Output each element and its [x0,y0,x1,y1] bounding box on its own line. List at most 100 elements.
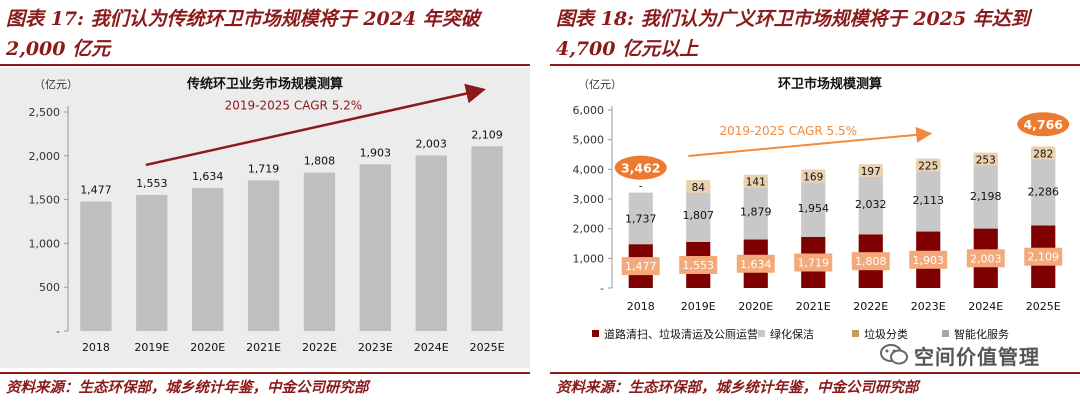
segment-label-box [1031,146,1056,160]
figure-18-title: 图表 18: 我们认为广义环卫市场规模将于 2025 年达到 4,700 亿元以… [556,8,1030,60]
bar-value-label: 2,109 [471,128,503,141]
y-tick-label: 2,000 [573,223,605,236]
segment-value-label: 1,954 [798,202,830,215]
segment-value-label: 1,737 [625,212,657,225]
segment-value-label: 197 [861,166,881,178]
title-divider [0,64,530,66]
segment-value-label: 225 [918,161,938,173]
total-callout-bubble [614,155,667,180]
legend-label: 智能化服务 [954,327,1009,341]
x-tick-label: 2020E [738,300,773,313]
segment-label-box [794,253,833,272]
legend-swatch [592,330,599,337]
segment-label-box [966,249,1005,268]
bar-value-label: 1,903 [360,146,392,159]
stack-segment-2019E-series1 [686,188,711,242]
x-tick-label: 2018 [82,341,110,354]
bar-2022E [303,172,336,331]
cagr-arrow [145,83,486,167]
y-tick-label: - [600,282,604,295]
segment-label-box [916,158,941,172]
stack-segment-2025E-series1 [1031,157,1056,226]
figure-18-panel: 图表 18: 我们认为广义环卫市场规模将于 2025 年达到 4,700 亿元以… [550,0,1080,405]
total-callout-label: 4,766 [1023,117,1063,132]
y-tick-label: 2,000 [29,150,61,163]
segment-value-label: 1,807 [683,209,715,222]
legend-swatch [852,330,859,337]
wechat-watermark: 空间价值管理 [880,341,1040,370]
x-tick-label: 2021E [796,300,831,313]
bar-value-label: 1,477 [80,184,112,197]
segment-label-box [686,180,711,194]
y-tick-label: 1,500 [29,194,61,207]
chart-title: 传统环卫业务市场规模测算 [186,76,343,92]
y-tick-label: 1,000 [573,252,605,265]
bar-2024E [415,155,447,331]
segment-label-box [909,250,948,269]
segment-label-box [621,257,660,276]
cagr-annotation: 2019-2025 CAGR 5.2% [225,99,363,113]
segment-label-box [801,169,826,183]
segment-label-box [1024,247,1063,266]
x-tick-label: 2023E [911,300,946,313]
x-tick-label: 2019E [681,300,716,313]
stack-segment-2022E-series1 [858,174,883,235]
bar-value-label: 2,003 [415,138,447,151]
total-callout-label: 3,462 [621,161,661,176]
segment-value-label: 1,879 [740,206,772,219]
segment-value-label: 84 [692,182,706,194]
y-axis-unit-label: （亿元） [578,78,622,91]
segment-value-label: 1,553 [683,259,715,272]
stack-segment-2018-series1 [628,192,653,245]
x-tick-label: 2018 [627,300,655,313]
x-tick-label: 2025E [1026,300,1061,313]
segment-label-box [851,252,890,271]
y-tick-label: 3,000 [573,193,605,206]
legend-label: 绿化保洁 [770,327,814,341]
source-divider [550,372,1080,374]
source-note: 资料来源：生态环保部，城乡统计年鉴，中金公司研究部 [556,379,919,396]
segment-value-label: 169 [803,172,823,184]
y-tick-label: 1,000 [29,237,61,250]
title-divider [550,64,1080,66]
segment-label-box [736,254,775,273]
legend-swatch [942,330,949,337]
legend-label: 道路清扫、垃圾清运及公厕运营 [604,327,758,341]
y-tick-label: - [56,325,60,338]
segment-value-label: 1,477 [625,260,657,273]
segment-label-box [973,152,998,166]
x-tick-label: 2024E [414,341,449,354]
wechat-icon [880,344,908,365]
segment-label-box [679,255,718,274]
stack-segment-2020E-series1 [743,183,768,240]
legend-swatch [758,330,765,337]
segment-value-label: - [639,181,643,193]
bar-value-label: 1,553 [136,177,168,190]
segment-value-label: 253 [976,155,996,167]
traditional-sanitation-bar-chart: 传统环卫业务市场规模测算 （亿元） - 500 1,000 1,500 2,000 2,500… [29,76,505,354]
segment-value-label: 2,113 [913,194,945,207]
source-divider [0,372,530,374]
source-note: 资料来源：生态环保部，城乡统计年鉴，中金公司研究部 [6,379,369,396]
stack-segment-2021E-series1 [801,179,826,238]
segment-label-box [858,164,883,178]
segment-value-label: 2,032 [855,198,887,211]
y-tick-label: 5,000 [573,134,605,147]
x-tick-label: 2025E [470,341,505,354]
figure-17-title: 图表 17: 我们认为传统环卫市场规模将于 2024 年突破 2,000 亿元 [6,8,480,60]
watermark-text: 空间价值管理 [914,345,1040,369]
segment-value-label: 141 [746,177,766,189]
x-tick-label: 2022E [853,300,888,313]
bar-2019E [136,194,168,331]
cagr-annotation: 2019-2025 CAGR 5.5% [719,124,857,138]
x-tick-label: 2023E [358,341,393,354]
segment-value-label: 2,286 [1028,186,1060,199]
stack-segment-2024E-series1 [973,163,998,229]
legend-label: 垃圾分类 [864,327,908,341]
bar-value-label: 1,634 [192,170,224,183]
bar-value-label: 1,719 [248,162,280,175]
x-tick-label: 2021E [246,341,281,354]
segment-label-box [743,174,768,188]
bar-value-label: 1,808 [304,155,336,168]
y-tick-label: 4,000 [573,163,605,176]
